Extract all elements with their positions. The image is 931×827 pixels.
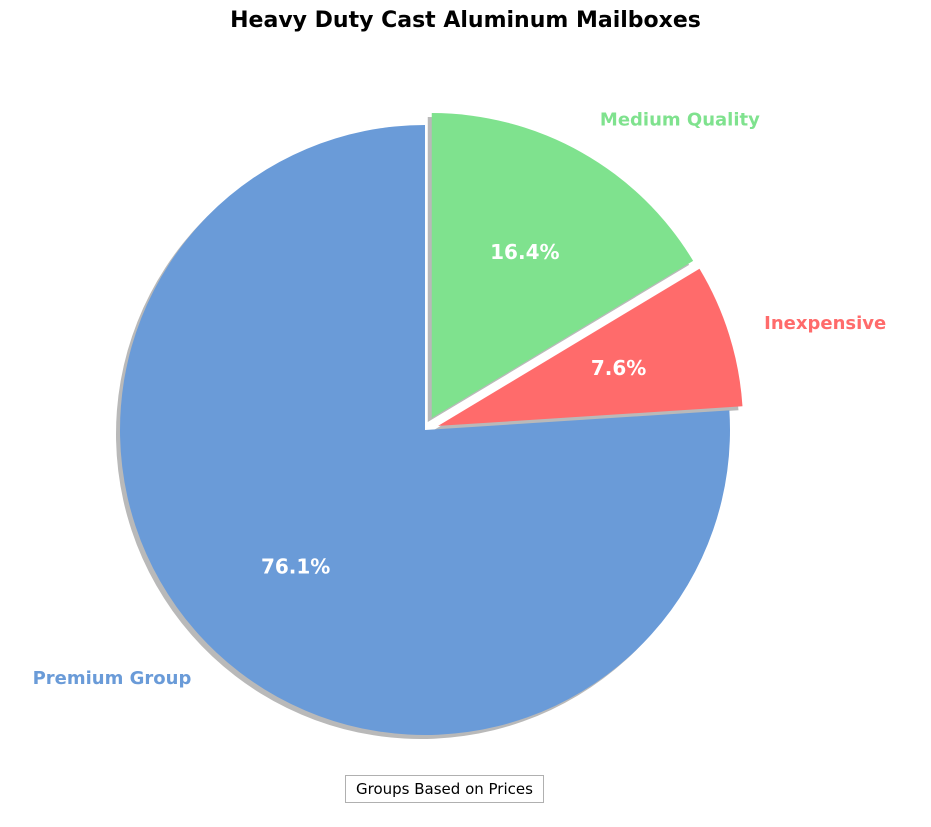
- pie-outer-label: Premium Group: [33, 668, 192, 689]
- pie-chart: 16.4% Medium Quality 7.6% Inexpensive 76.1% P…: [0, 0, 931, 827]
- pie-outer-label: Inexpensive: [764, 313, 886, 334]
- pie-outer-label: Medium Quality: [600, 110, 760, 131]
- pie-pct-label: 7.6%: [591, 356, 646, 380]
- chart-container: Heavy Duty Cast Aluminum Mailboxes 16.4%…: [0, 0, 931, 827]
- pie-pct-label: 16.4%: [490, 240, 559, 264]
- legend: Groups Based on Prices: [345, 775, 544, 803]
- pie-pct-label: 76.1%: [261, 554, 330, 578]
